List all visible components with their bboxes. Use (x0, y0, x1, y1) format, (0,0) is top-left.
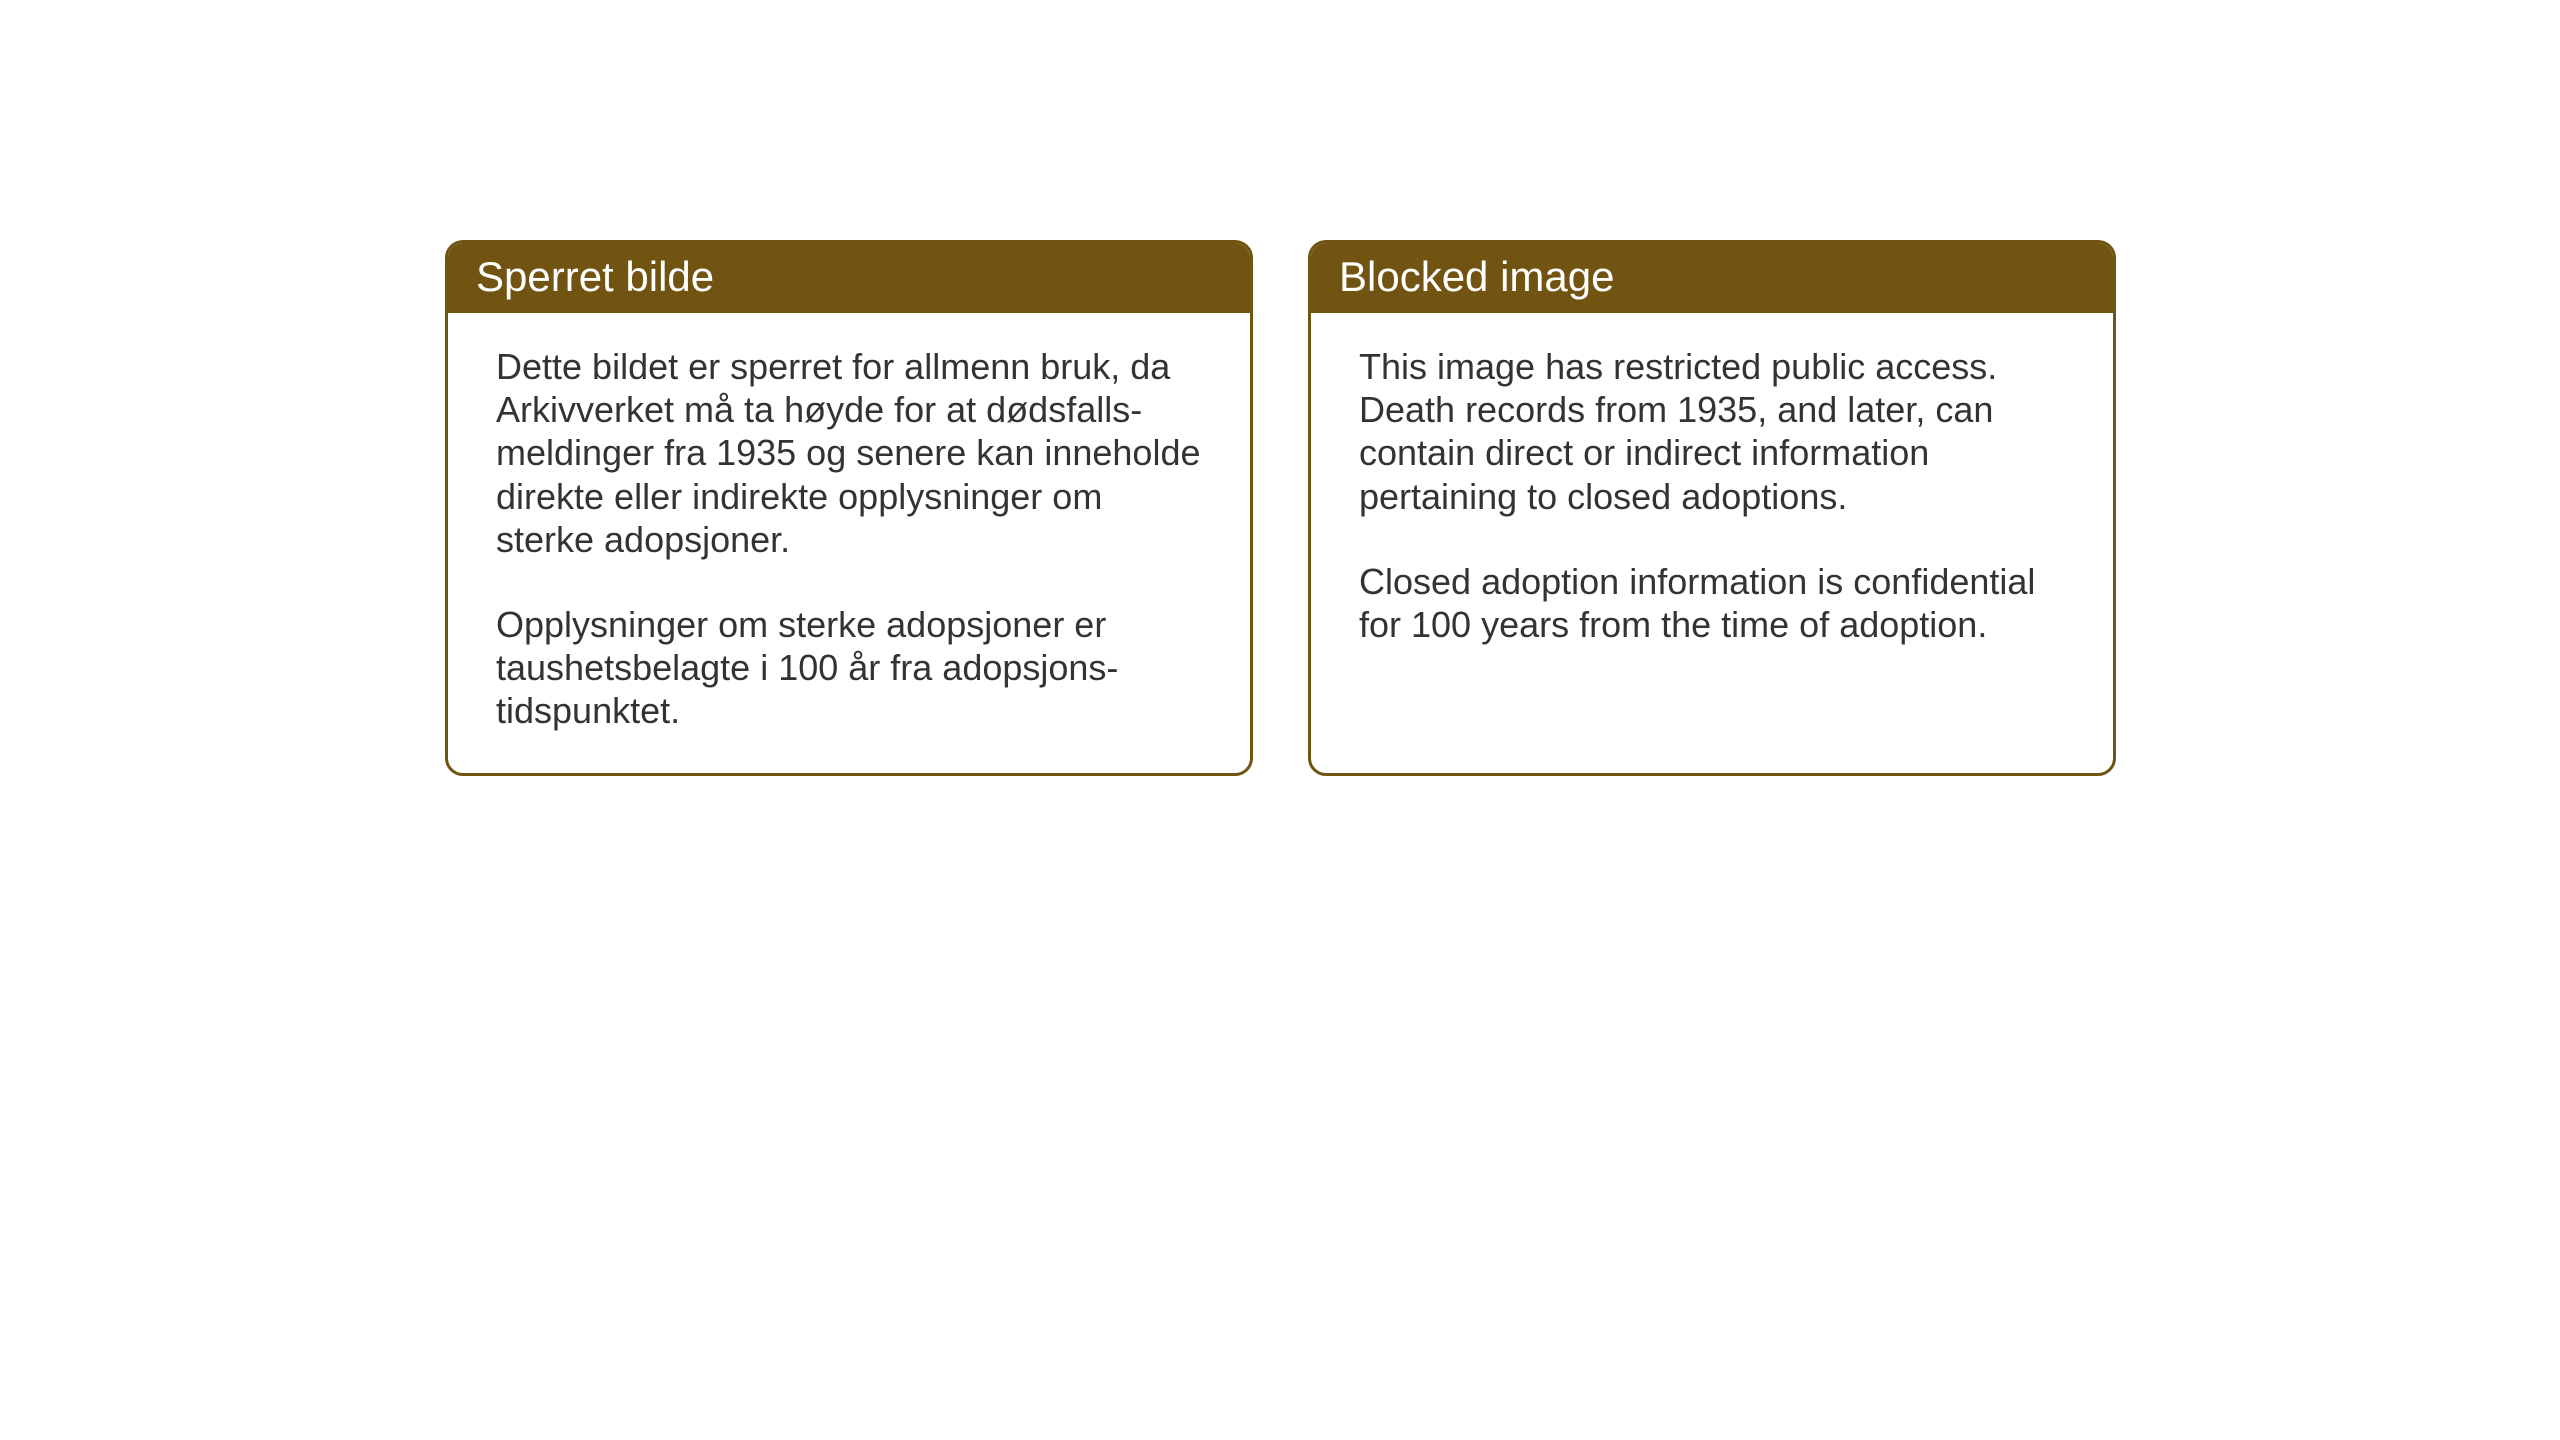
notice-paragraph-1-norwegian: Dette bildet er sperret for allmenn bruk… (496, 345, 1202, 561)
notice-container: Sperret bilde Dette bildet er sperret fo… (445, 240, 2116, 776)
notice-body-norwegian: Dette bildet er sperret for allmenn bruk… (448, 313, 1250, 773)
notice-paragraph-1-english: This image has restricted public access.… (1359, 345, 2065, 518)
notice-header-norwegian: Sperret bilde (448, 243, 1250, 313)
notice-title-norwegian: Sperret bilde (476, 253, 714, 300)
notice-body-english: This image has restricted public access.… (1311, 313, 2113, 758)
notice-paragraph-2-english: Closed adoption information is confident… (1359, 560, 2065, 646)
notice-card-english: Blocked image This image has restricted … (1308, 240, 2116, 776)
notice-header-english: Blocked image (1311, 243, 2113, 313)
notice-card-norwegian: Sperret bilde Dette bildet er sperret fo… (445, 240, 1253, 776)
notice-paragraph-2-norwegian: Opplysninger om sterke adopsjoner er tau… (496, 603, 1202, 733)
notice-title-english: Blocked image (1339, 253, 1614, 300)
